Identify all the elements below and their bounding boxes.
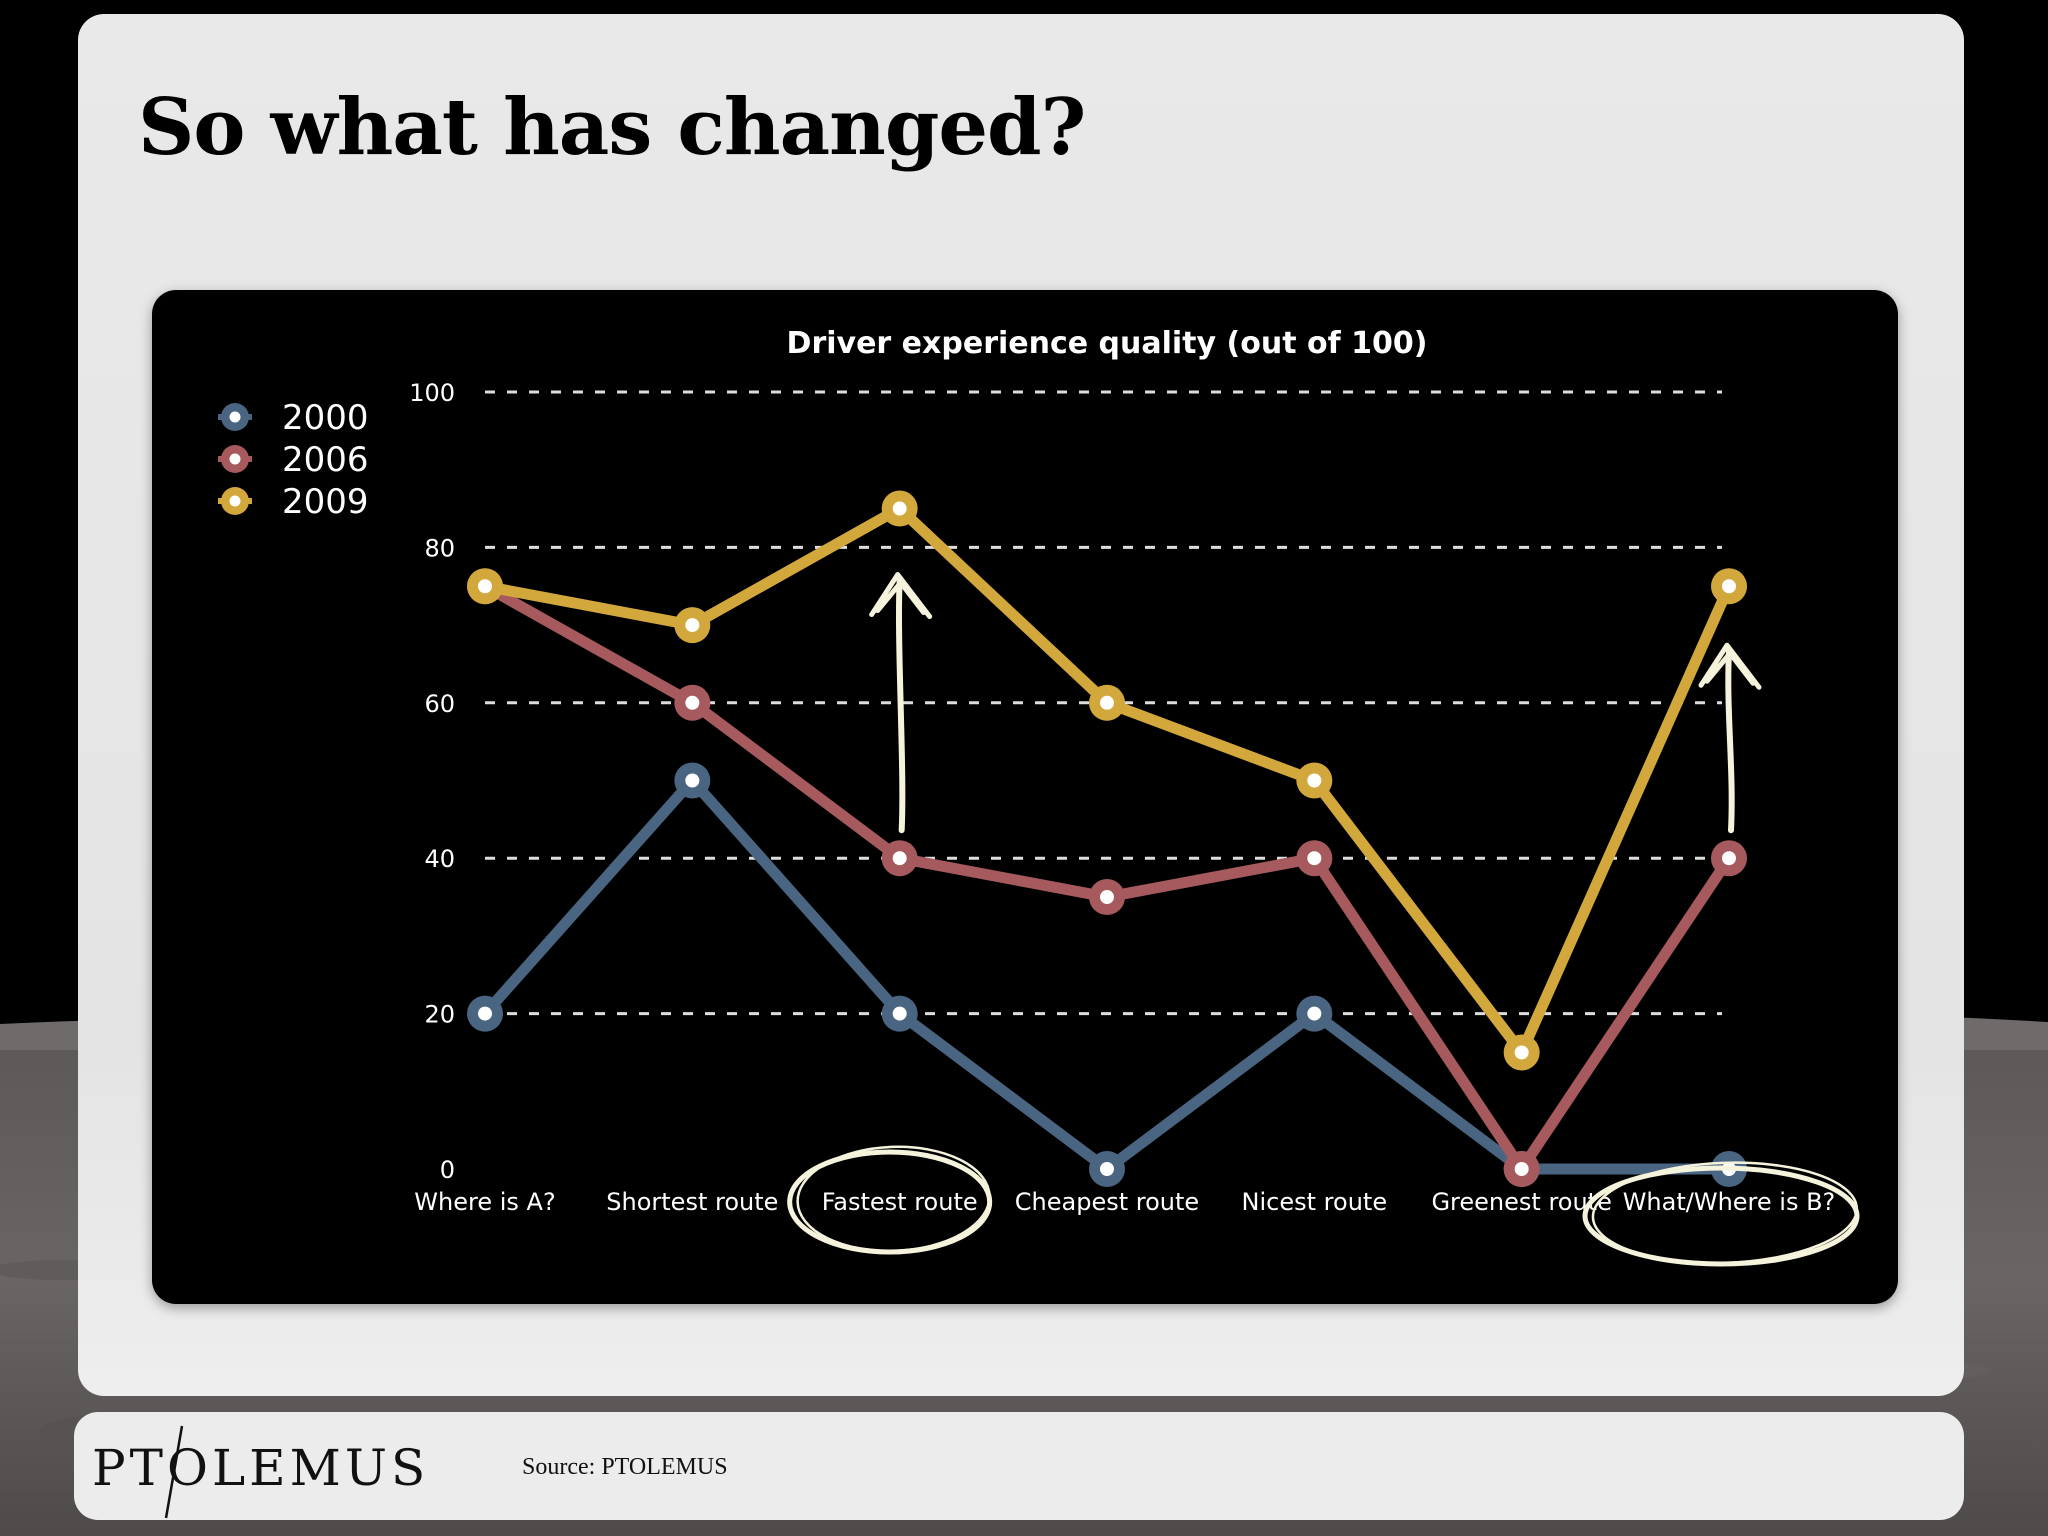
hand-drawn-ellipse-icon: [787, 1145, 993, 1255]
data-point-2009-0: [467, 568, 503, 605]
data-point-2000-1: [674, 762, 711, 799]
x-tick-label: What/Where is B?: [1623, 1188, 1836, 1216]
hand-drawn-up-arrow-icon: [869, 572, 933, 834]
logo-compass-mark-icon: [164, 1425, 184, 1519]
source-note: Source: PTOLEMUS: [522, 1454, 728, 1480]
y-tick-label: 40: [424, 845, 455, 873]
x-tick-label: Cheapest route: [1015, 1188, 1199, 1216]
x-tick-label: Where is A?: [414, 1188, 555, 1216]
legend-label: 2000: [282, 398, 369, 438]
data-point-2009-5: [1503, 1034, 1540, 1071]
legend-item-2000: 2000: [218, 398, 369, 438]
y-tick-label: 100: [409, 379, 455, 407]
chart-title: Driver experience quality (out of 100): [787, 326, 1428, 361]
hand-drawn-ellipse-icon: [1582, 1161, 1860, 1267]
data-point-2009-4: [1296, 762, 1333, 799]
x-tick-label: Fastest route: [822, 1188, 978, 1216]
y-tick-label: 20: [424, 1001, 455, 1029]
data-point-2006-2: [881, 840, 918, 877]
data-point-2000-0: [467, 995, 503, 1032]
data-point-2000-3: [1089, 1151, 1125, 1187]
x-tick-label: Shortest route: [606, 1188, 778, 1216]
data-point-2006-3: [1089, 879, 1125, 916]
chart-panel: Driver experience quality (out of 100) 0…: [152, 290, 1898, 1304]
series-lines: [467, 490, 1747, 1187]
data-point-2000-2: [881, 995, 918, 1032]
series-line-2000: [479, 775, 1735, 1175]
data-point-2006-4: [1296, 840, 1333, 877]
data-point-2009-3: [1089, 684, 1125, 721]
legend-item-2009: 2009: [218, 482, 369, 522]
line-chart: Driver experience quality (out of 100) 0…: [218, 326, 1860, 1267]
y-tick-label: 80: [424, 534, 455, 562]
data-point-2006-1: [674, 684, 711, 721]
series-2006: [467, 568, 1747, 1187]
x-tick-label: Greenest route: [1431, 1188, 1611, 1216]
ptolemus-logo: PTOLEMUS: [92, 1439, 430, 1497]
y-tick-label: 60: [424, 690, 455, 718]
legend-label: 2009: [282, 482, 369, 522]
legend-item-2006: 2006: [218, 440, 369, 480]
hand-drawn-annotations: [787, 572, 1860, 1267]
data-point-2006-5: [1503, 1151, 1540, 1187]
data-point-2000-4: [1296, 995, 1333, 1032]
data-point-2006-6: [1711, 840, 1747, 877]
series-2009: [467, 490, 1747, 1071]
slide-title: So what has changed?: [138, 82, 1086, 173]
x-axis-ticks: Where is A? Shortest route Fastest route Ch…: [414, 1188, 1835, 1216]
x-tick-label: Nicest route: [1242, 1188, 1388, 1216]
legend-label: 2006: [282, 440, 369, 480]
footer-bar: [74, 1412, 1964, 1520]
hand-drawn-up-arrow-icon: [1698, 642, 1762, 834]
series-line-2006: [479, 580, 1735, 1175]
series-line-2009: [479, 503, 1735, 1058]
y-tick-label: 0: [440, 1156, 455, 1184]
data-point-2009-2: [881, 490, 918, 527]
data-point-2009-1: [674, 607, 711, 644]
data-point-2009-6: [1711, 568, 1747, 605]
y-axis-ticks: 0 20 40 60 80 100: [409, 379, 455, 1184]
